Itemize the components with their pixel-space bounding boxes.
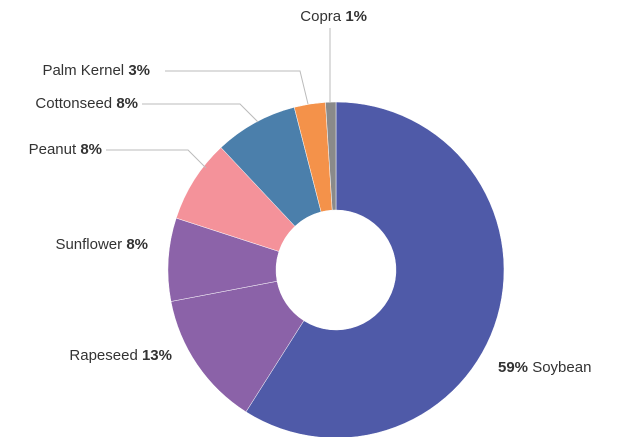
data-label: 59% Soybean <box>498 359 591 376</box>
data-label: Cottonseed 8% <box>35 95 138 112</box>
slice <box>170 280 305 413</box>
category-label: Copra <box>300 8 342 25</box>
slice <box>325 101 337 211</box>
slice <box>245 101 505 437</box>
value-label: 3% <box>128 62 150 79</box>
value-label: 8% <box>126 236 148 253</box>
category-label: Sunflower <box>55 236 122 253</box>
value-label: 13% <box>142 347 172 364</box>
value-label: 8% <box>80 141 102 158</box>
data-label: Copra 1% <box>300 8 367 25</box>
leader-line <box>165 70 309 105</box>
category-label: Cottonseed <box>35 95 112 112</box>
value-label: 59% <box>498 359 528 376</box>
data-label: Rapeseed 13% <box>69 347 172 364</box>
category-label: Peanut <box>29 141 77 158</box>
data-label: Sunflower 8% <box>55 236 148 253</box>
category-label: Palm Kernel <box>42 62 124 79</box>
data-label: Palm Kernel 3% <box>42 62 150 79</box>
leader-line <box>106 149 207 169</box>
leader-line <box>142 103 259 123</box>
data-label: Peanut 8% <box>29 141 102 158</box>
value-label: 1% <box>345 8 367 25</box>
value-label: 8% <box>116 95 138 112</box>
category-label: Rapeseed <box>69 347 137 364</box>
category-label: Soybean <box>532 359 591 376</box>
